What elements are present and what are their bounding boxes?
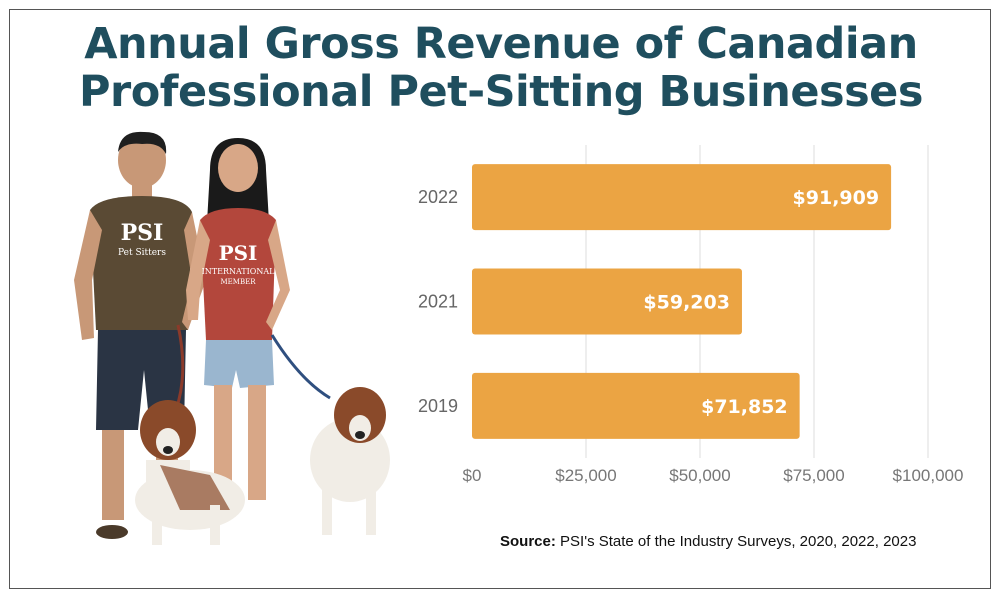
bar-2022 [472, 164, 892, 231]
x-tick-label-1: $25,000 [555, 466, 616, 485]
category-label-2019: 2019 [418, 396, 458, 416]
dog-right [310, 387, 390, 535]
x-tick-label-3: $75,000 [783, 466, 844, 485]
data-label-2022: $91,909 [793, 187, 880, 209]
man-shirt-text: Pet Sitters [118, 248, 166, 258]
bar-2019 [472, 372, 800, 439]
woman-shirt-text: INTERNATIONAL [202, 267, 276, 276]
man-shirt-logo: PSI [121, 220, 164, 246]
x-tick-label-0: $0 [463, 466, 482, 485]
source-label: Source: [500, 533, 556, 550]
bar-2021 [472, 268, 742, 335]
x-axis-ticks: $0 $25,000 $50,000 $75,000 $100,000 [463, 466, 964, 485]
data-label-2021: $59,203 [643, 292, 730, 314]
data-label-2019: $71,852 [701, 396, 788, 418]
dog-left [135, 400, 245, 545]
category-label-2021: 2021 [418, 292, 458, 312]
x-tick-label-4: $100,000 [893, 466, 964, 485]
pet-sitters-photo: PSI Pet Sitters PSI INTERNATIONAL MEMBER [74, 131, 390, 545]
woman-shirt-text-2: MEMBER [221, 278, 257, 286]
bars: $91,909 $59,203 $71,852 [472, 164, 892, 439]
source-text: PSI's State of the Industry Surveys, 202… [560, 533, 917, 550]
x-tick-label-2: $50,000 [669, 466, 730, 485]
category-labels: 2022 2021 2019 [418, 187, 458, 416]
source-note: Source: PSI's State of the Industry Surv… [500, 533, 916, 550]
chart-title: Annual Gross Revenue of Canadian Profess… [0, 20, 1002, 116]
woman-shirt-logo: PSI [219, 241, 258, 265]
title-line-1: Annual Gross Revenue of Canadian [84, 19, 918, 69]
title-line-2: Professional Pet-Sitting Businesses [79, 67, 923, 117]
leash-right [270, 334, 331, 400]
woman-figure: PSI INTERNATIONAL MEMBER [186, 138, 290, 505]
category-label-2022: 2022 [418, 187, 458, 207]
